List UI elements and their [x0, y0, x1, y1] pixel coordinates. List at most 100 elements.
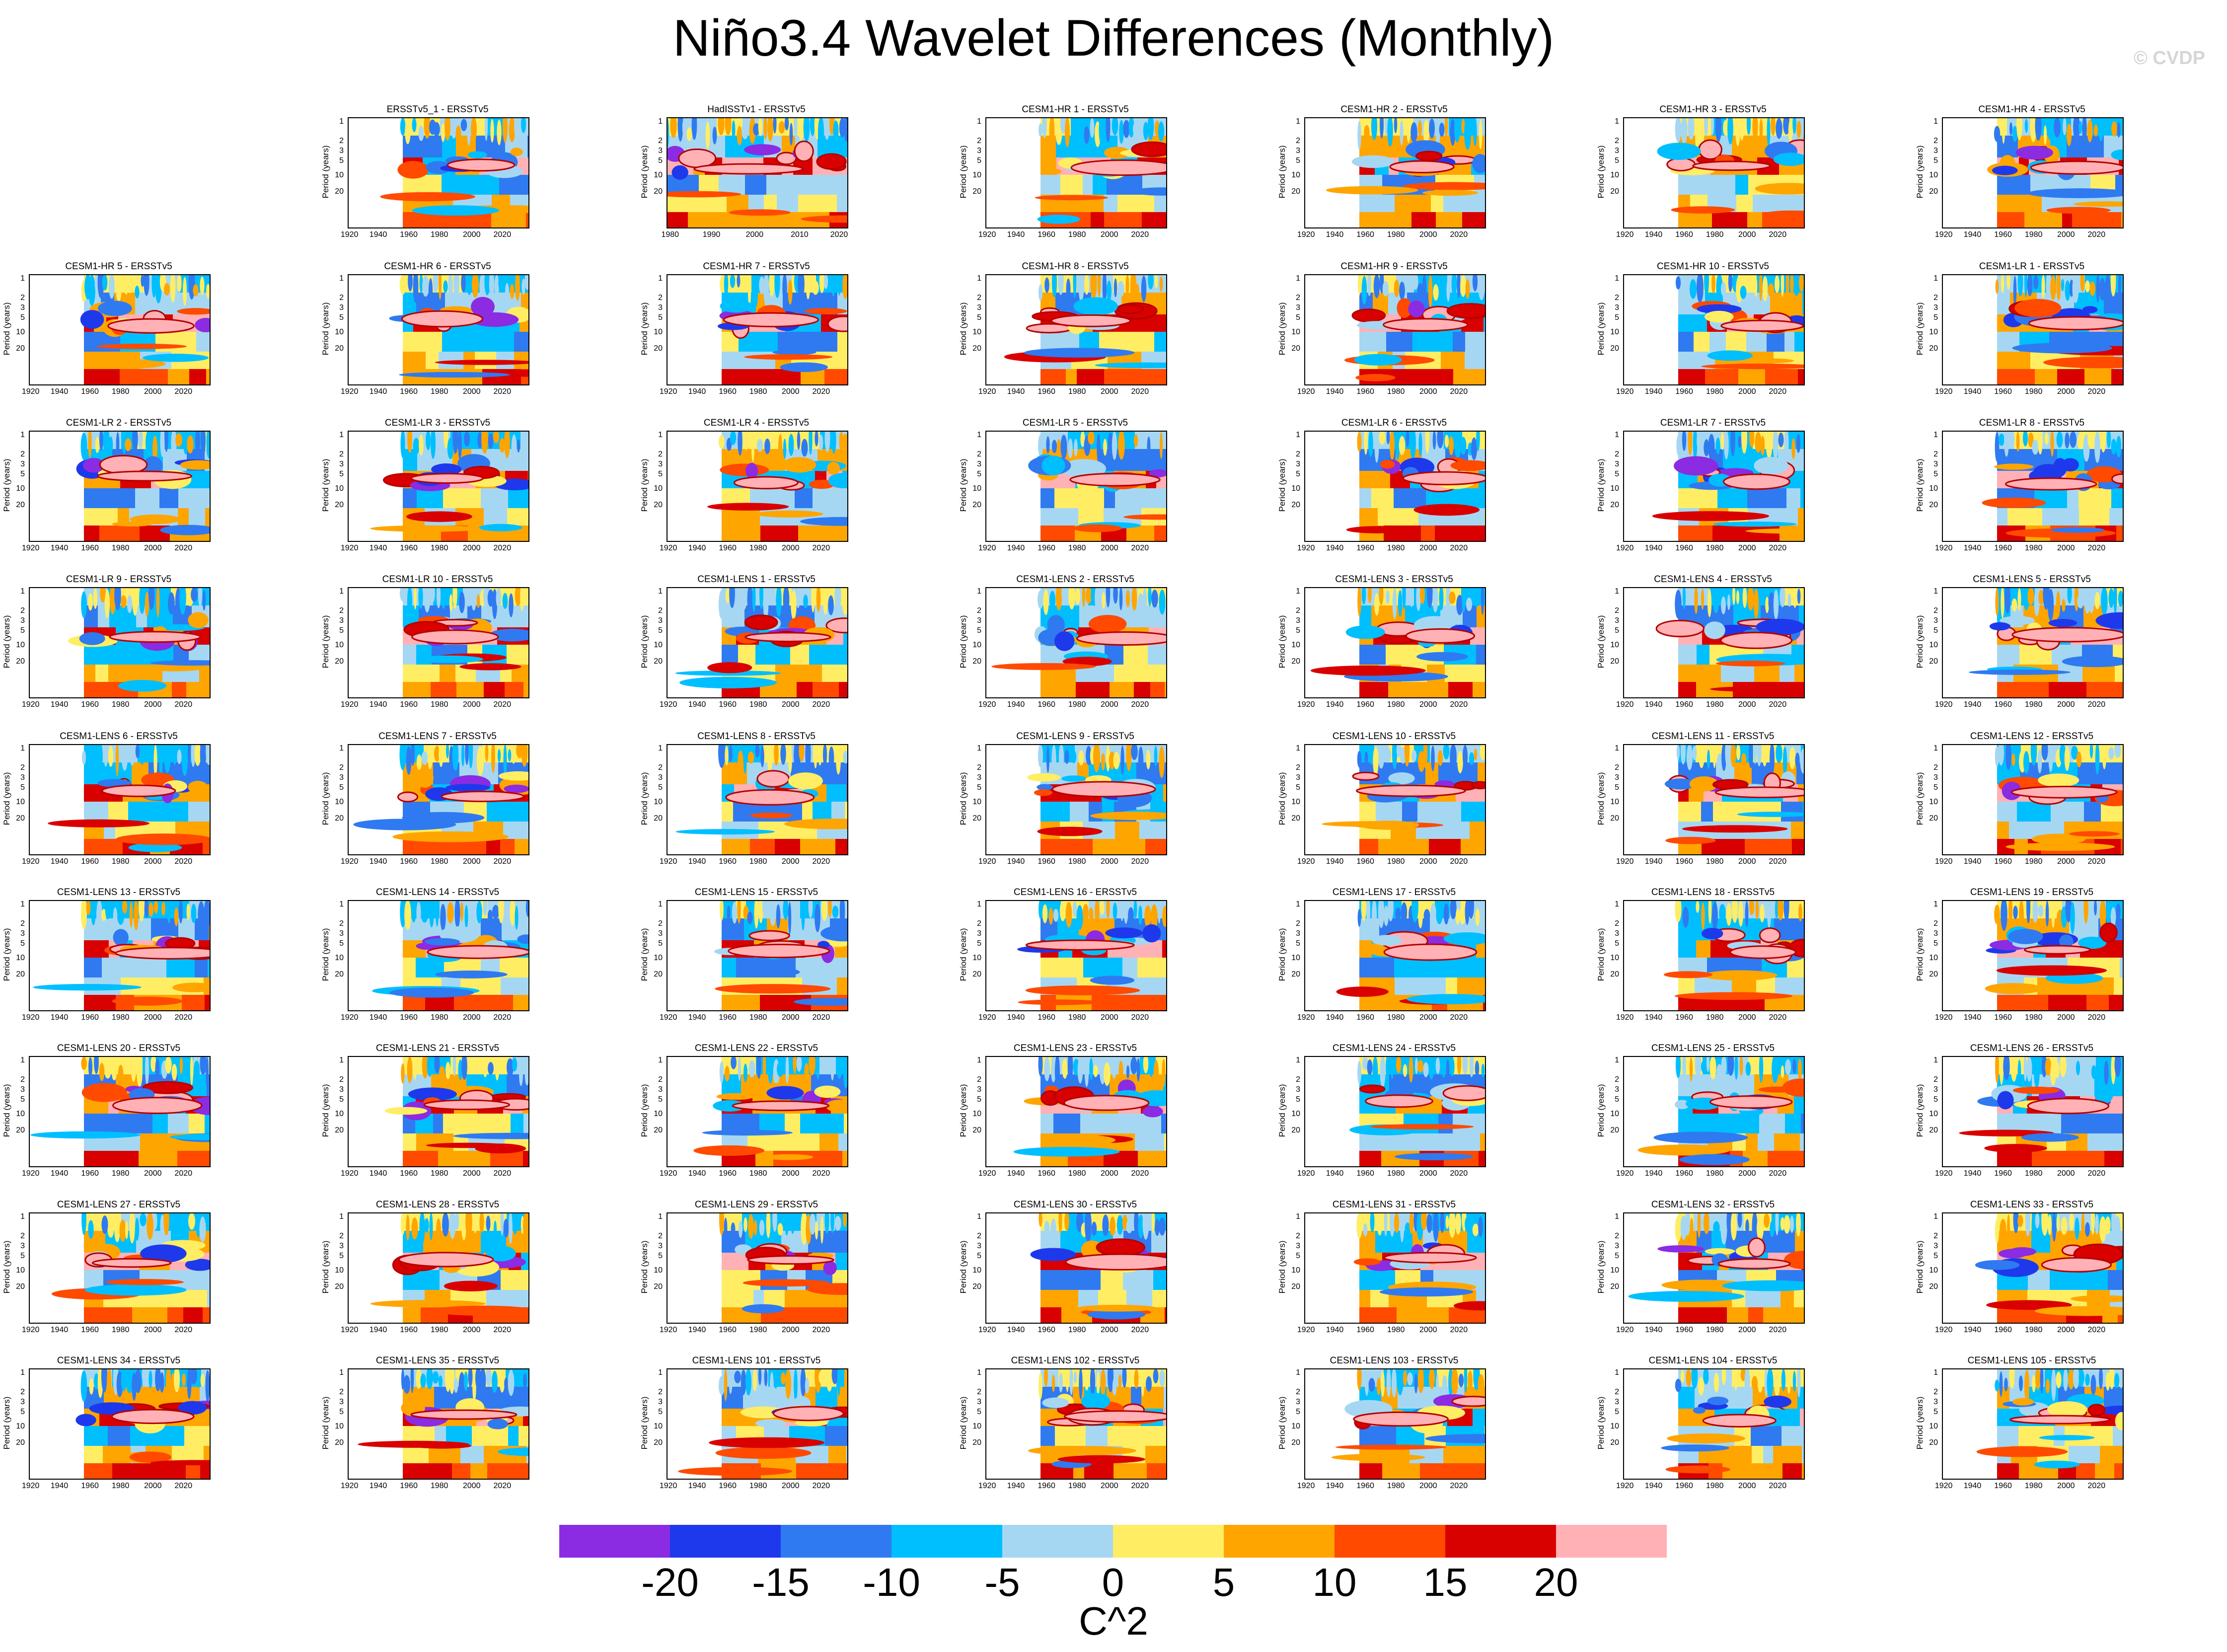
wavelet-blob — [1694, 588, 1698, 614]
wavelet-blob — [1404, 745, 1410, 767]
wavelet-blob — [794, 998, 847, 1006]
wavelet-cell — [1152, 369, 1166, 384]
wavelet-blob — [1671, 206, 1735, 214]
y-tick-label: 1 — [1615, 587, 1619, 596]
wavelet-cell — [824, 369, 847, 384]
wavelet-blob — [193, 284, 199, 297]
wavelet-blob — [483, 901, 488, 916]
x-tick-label: 1980 — [430, 387, 448, 396]
wavelet-blob — [1125, 275, 1129, 296]
wavelet-blob — [1410, 122, 1417, 143]
x-tick-label: 1940 — [369, 544, 387, 552]
y-tick-label: 2 — [1296, 1232, 1300, 1241]
y-tick-label: 1 — [1933, 274, 1938, 283]
wavelet-blob — [164, 432, 168, 452]
wavelet-cell — [1359, 605, 1371, 628]
wavelet-blob — [768, 1057, 773, 1084]
wavelet-cell — [1393, 369, 1415, 384]
wavelet-blob — [1767, 118, 1771, 146]
y-tick-label: 2 — [20, 763, 25, 772]
wavelet-blob — [817, 118, 824, 150]
wavelet-blob — [425, 938, 460, 946]
wavelet-blob — [2111, 121, 2117, 137]
wavelet-blob — [118, 679, 166, 692]
wavelet-blob — [398, 1252, 494, 1268]
wavelet-blob — [171, 1063, 177, 1081]
wavelet-blob — [442, 1213, 449, 1237]
wavelet-blob — [2045, 901, 2049, 927]
y-tick-label: 1 — [658, 430, 663, 439]
wavelet-cell — [1457, 977, 1485, 995]
wavelet-blob — [1106, 746, 1111, 772]
wavelet-blob — [455, 125, 461, 143]
wavelet-blob — [1363, 1223, 1368, 1237]
wavelet-blob — [734, 1370, 741, 1384]
x-tick-label: 1980 — [430, 1013, 448, 1022]
wavelet-blob — [1070, 159, 1166, 176]
y-tick-label: 1 — [977, 587, 981, 596]
x-tick-label: 2000 — [1419, 1169, 1437, 1178]
wavelet-blob — [1422, 275, 1427, 301]
y-tick-label: 3 — [1615, 929, 1619, 938]
wavelet-blob — [1679, 1154, 1750, 1165]
y-tick-label: 1 — [1615, 274, 1619, 283]
wavelet-cell — [99, 526, 121, 541]
wavelet-panel: CESM1-HR 9 - ERSSTv5 Period (years) 1 2 3 5 10… — [1275, 261, 1594, 415]
wavelet-cell — [1359, 212, 1374, 227]
wavelet-blob — [1709, 1057, 1716, 1080]
y-tick-label: 2 — [1296, 606, 1300, 615]
wavelet-cell — [84, 665, 95, 682]
wavelet-blob — [2100, 432, 2106, 453]
wavelet-blob — [1394, 1213, 1400, 1233]
wavelet-blob — [161, 588, 167, 615]
wavelet-blob — [127, 275, 134, 294]
wavelet-cell — [1712, 1114, 1731, 1134]
wavelet-blob — [2083, 745, 2088, 759]
y-tick-label: 2 — [977, 606, 981, 615]
y-tick-label: 2 — [1615, 294, 1619, 302]
y-tick-label: 2 — [1615, 1075, 1619, 1084]
panel-title: CESM1-LENS 34 - ERSSTv5 — [57, 1355, 181, 1366]
wavelet-blob — [458, 432, 462, 460]
wavelet-cell — [2051, 802, 2084, 822]
wavelet-blob — [778, 434, 783, 461]
x-tick-label: 2000 — [144, 857, 162, 866]
y-tick-label: 20 — [972, 187, 981, 196]
x-tick-label: 2000 — [781, 544, 800, 552]
wavelet-blob — [2098, 123, 2103, 142]
wavelet-plot-area — [29, 274, 211, 385]
wavelet-cell — [2082, 665, 2115, 682]
x-tick-label: 1980 — [111, 700, 130, 709]
wavelet-blob — [2050, 432, 2054, 457]
wavelet-cell — [1745, 839, 1768, 854]
panel-title: HadISSTv1 - ERSSTv5 — [707, 104, 806, 115]
wavelet-blob — [429, 1213, 433, 1240]
wavelet-blob — [1438, 280, 1444, 297]
wavelet-blob — [1676, 435, 1680, 456]
wavelet-cell — [208, 1151, 210, 1166]
wavelet-cell — [1678, 175, 1709, 195]
wavelet-blob — [770, 1372, 774, 1401]
wavelet-blob — [99, 432, 104, 451]
wavelet-cell — [84, 940, 109, 958]
wavelet-blob — [1989, 622, 2010, 631]
wavelet-cell — [722, 369, 751, 384]
wavelet-blob — [777, 1061, 784, 1077]
wavelet-blob — [1118, 432, 1125, 460]
wavelet-cell — [778, 332, 802, 352]
wavelet-blob — [191, 745, 196, 767]
wavelet-blob — [1034, 789, 1052, 796]
wavelet-cell — [2096, 1114, 2123, 1134]
wavelet-field — [353, 745, 528, 854]
wavelet-blob — [166, 901, 171, 923]
y-tick-label: 20 — [335, 814, 344, 823]
wavelet-blob — [498, 276, 504, 291]
wavelet-blob — [811, 1369, 816, 1385]
x-tick-label: 1960 — [719, 1013, 737, 1022]
wavelet-blob — [1675, 901, 1682, 922]
y-tick-label: 10 — [654, 484, 663, 493]
y-tick-label: 10 — [972, 797, 981, 806]
wavelet-blob — [2072, 1060, 2076, 1086]
wavelet-cell — [842, 1151, 847, 1166]
wavelet-cell — [727, 195, 748, 213]
